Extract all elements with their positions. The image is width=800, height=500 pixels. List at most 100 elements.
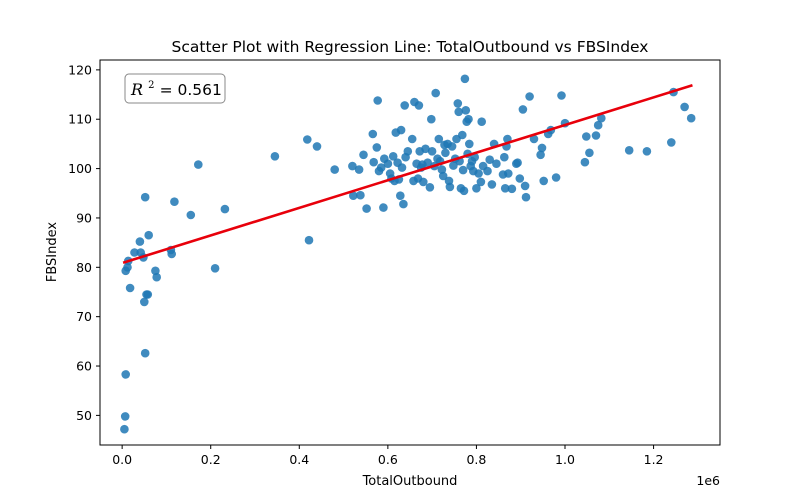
data-point: [667, 138, 676, 147]
data-point: [492, 159, 501, 168]
r-squared-value: = 0.561: [160, 81, 222, 99]
data-point: [396, 125, 406, 135]
data-point: [123, 263, 132, 272]
data-point: [557, 91, 566, 100]
data-point: [680, 102, 689, 112]
data-point: [427, 114, 436, 124]
data-point: [270, 152, 280, 161]
data-point: [376, 163, 386, 172]
data-point: [460, 74, 470, 84]
data-point: [427, 147, 437, 156]
data-point: [474, 169, 483, 178]
data-point: [220, 204, 230, 214]
x-axis-offset-label: 1e6: [696, 473, 720, 488]
data-point: [500, 184, 510, 193]
y-axis: 50 60 70 80 90 100 110 120: [68, 62, 100, 423]
data-point: [507, 184, 517, 194]
data-point: [399, 199, 408, 209]
data-point: [407, 134, 417, 144]
data-point: [520, 181, 530, 191]
data-point: [434, 134, 444, 144]
data-point: [356, 190, 365, 200]
data-point: [476, 177, 486, 187]
data-point: [465, 139, 474, 149]
data-point: [130, 248, 139, 257]
data-point: [167, 249, 176, 259]
data-point: [369, 157, 379, 167]
data-point: [348, 161, 357, 171]
data-point: [210, 264, 220, 273]
data-point: [580, 157, 590, 167]
data-point: [312, 142, 322, 151]
data-point: [362, 204, 371, 213]
data-point: [504, 169, 513, 178]
data-point: [472, 184, 481, 193]
data-point: [593, 120, 603, 130]
data-point: [373, 96, 383, 105]
data-point: [368, 129, 378, 139]
data-point: [125, 283, 135, 293]
regression-line: [122, 84, 693, 264]
data-point: [597, 113, 606, 123]
x-axis-label: TotalOutbound: [362, 474, 458, 489]
data-point: [459, 186, 469, 196]
data-point: [458, 130, 467, 140]
data-point: [449, 161, 458, 170]
data-point: [431, 88, 441, 98]
data-point: [304, 235, 314, 245]
data-point: [170, 197, 179, 206]
data-point: [403, 147, 413, 156]
data-point: [303, 135, 312, 144]
data-point: [437, 165, 447, 174]
data-point: [330, 165, 340, 174]
x-tick-label: 0.0: [112, 452, 132, 467]
data-point: [551, 173, 561, 182]
data-point: [513, 158, 522, 167]
data-point: [421, 144, 430, 154]
data-point: [518, 105, 528, 114]
data-point: [379, 203, 388, 212]
data-point: [582, 132, 591, 141]
data-point: [414, 101, 424, 110]
r-squared-exponent: 2: [148, 80, 154, 91]
data-point: [140, 297, 149, 307]
data-point: [372, 143, 382, 152]
data-point: [591, 131, 601, 140]
x-tick-label: 0.2: [201, 452, 221, 467]
data-point: [419, 177, 428, 187]
y-tick-label: 90: [76, 210, 92, 225]
data-point: [140, 348, 150, 358]
data-point: [135, 237, 145, 246]
data-point: [383, 159, 393, 168]
data-point: [397, 163, 407, 172]
data-point: [521, 192, 531, 202]
y-tick-label: 60: [76, 359, 92, 374]
regression-layer: [122, 84, 693, 264]
data-point: [151, 266, 160, 276]
data-point: [642, 147, 652, 156]
data-point: [461, 106, 471, 115]
data-point: [396, 191, 405, 200]
y-tick-label: 120: [68, 62, 92, 77]
x-tick-label: 1.2: [644, 452, 664, 467]
data-point: [487, 180, 497, 189]
data-point: [686, 113, 696, 123]
data-point: [359, 150, 368, 160]
data-point: [483, 166, 492, 176]
svg-text:R 2 = 0.561: R 2 = 0.561: [130, 73, 222, 99]
data-point: [425, 183, 435, 192]
data-point: [121, 370, 130, 379]
data-point: [447, 142, 457, 151]
data-point: [388, 152, 398, 161]
r-squared-annotation: R 2 = 0.561: [124, 73, 226, 104]
data-point: [120, 424, 129, 434]
x-axis: 0.0 0.2 0.4 0.6 0.8 1.0 1.2: [112, 445, 664, 467]
y-axis-label: FBSIndex: [45, 222, 60, 283]
data-point: [537, 143, 547, 153]
y-tick-label: 110: [68, 112, 92, 127]
x-tick-label: 0.8: [466, 452, 486, 467]
data-point: [525, 92, 534, 101]
data-point: [400, 101, 410, 110]
